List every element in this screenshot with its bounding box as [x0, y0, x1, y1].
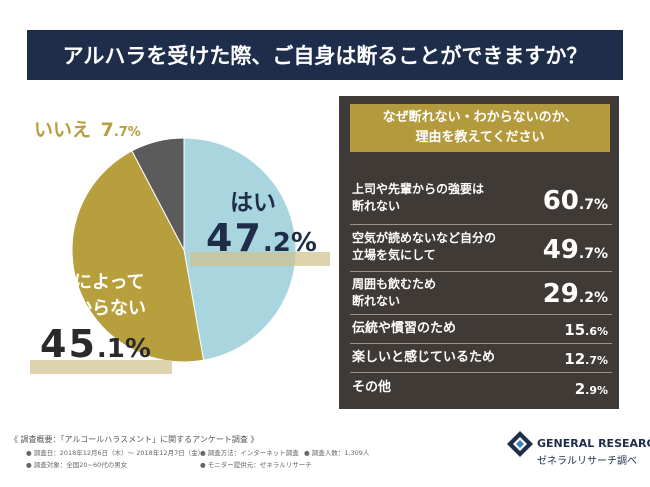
label-unsure-line2: 分からない: [56, 298, 146, 319]
reason-1-line-2: 断れない: [352, 199, 401, 213]
reason-2-line-2: 立場を気にして: [352, 248, 436, 262]
survey-monitor: ● モニター提供元：ゼネラルリサーチ: [200, 461, 312, 469]
pie-slice-no: [131, 137, 185, 251]
label-unsure-int: 45: [40, 322, 97, 366]
pie-slice-yes: [183, 137, 297, 361]
reason-4-line-1: 伝統や慣習のため: [352, 321, 457, 336]
general-research-logo-icon: [507, 431, 533, 457]
reason-6-line-1: その他: [352, 380, 392, 395]
label-yes-value: 47.2%: [206, 216, 317, 260]
reason-4-dec: .6%: [585, 325, 608, 338]
reason-3-dec: .2%: [578, 290, 608, 306]
logo-sub: ゼネラルリサーチ調べ: [537, 456, 637, 467]
label-unsure-value: 45.1%: [40, 322, 151, 366]
reason-2-dec: .7%: [578, 246, 608, 262]
reason-1-line-1: 上司や先輩からの強要は: [352, 182, 485, 196]
label-no: いいえ 7.7%: [34, 115, 141, 142]
reason-2-line-1: 空気が読めないなど自分の: [352, 231, 497, 245]
reason-3-line-1: 周囲も飲むため: [352, 277, 437, 291]
label-yes: はい: [230, 190, 276, 216]
label-no-int: 7: [100, 119, 114, 141]
pie-slice-unsure: [71, 150, 205, 363]
survey-target: ● 調査対象：全国20~60代の男女: [26, 461, 128, 469]
survey-heading: 《 調査概要：「アルコールハラスメント」に関するアンケート調査 》: [10, 435, 259, 444]
reason-row-3: 周囲も飲むため 断れない 29.2%: [350, 272, 612, 315]
survey-method: ● 調査方法：インターネット調査: [200, 449, 299, 457]
reason-5-line-1: 楽しいと感じているため: [352, 350, 496, 365]
reason-1-int: 60: [542, 186, 579, 216]
pie-chart: [71, 137, 297, 363]
label-no-text: いいえ: [34, 119, 92, 141]
reason-row-1: 上司や先輩からの強要は 断れない 60.7%: [350, 176, 612, 225]
reason-row-5: 楽しいと感じているため 12.7%: [350, 344, 612, 373]
reason-5-int: 12: [564, 350, 586, 368]
logo-name: GENERAL RESEARCH: [537, 437, 650, 450]
label-yes-int: 47: [206, 216, 263, 260]
page-title: アルハラを受けた際、ご自身は断ることができますか？: [27, 30, 623, 80]
reason-6-int: 2: [574, 380, 586, 398]
reason-4-int: 15: [564, 321, 586, 339]
label-no-dec: .7%: [113, 125, 141, 140]
question-line-1: なぜ断れない・わからないのか、: [382, 110, 578, 125]
unsure-underline: [30, 360, 172, 374]
reason-3-int: 29: [542, 279, 579, 309]
reason-row-4: 伝統や慣習のため 15.6%: [350, 315, 612, 344]
reason-row-2: 空気が読めないなど自分の 立場を気にして 49.7%: [350, 225, 612, 272]
yes-underline: [190, 252, 330, 266]
question-line-2: 理由を教えてください: [415, 130, 545, 145]
reason-3-line-2: 断れない: [352, 294, 401, 308]
reason-row-6: その他 2.9%: [350, 373, 612, 403]
survey-period: ● 調査日：2018年12月6日（木）～ 2018年12月7日（金）: [26, 449, 205, 457]
label-unsure-dec: .1%: [96, 334, 151, 364]
reason-5-dec: .7%: [585, 354, 608, 367]
survey-count: ● 調査人数：1,309人: [304, 449, 370, 457]
reasons-question: なぜ断れない・わからないのか、 理由を教えてください: [350, 104, 610, 152]
reason-1-dec: .7%: [578, 197, 608, 213]
reason-6-dec: .9%: [585, 384, 608, 397]
reason-2-int: 49: [542, 235, 579, 265]
label-yes-dec: .2%: [262, 228, 317, 258]
label-unsure-line1: 状況によって: [38, 272, 145, 293]
